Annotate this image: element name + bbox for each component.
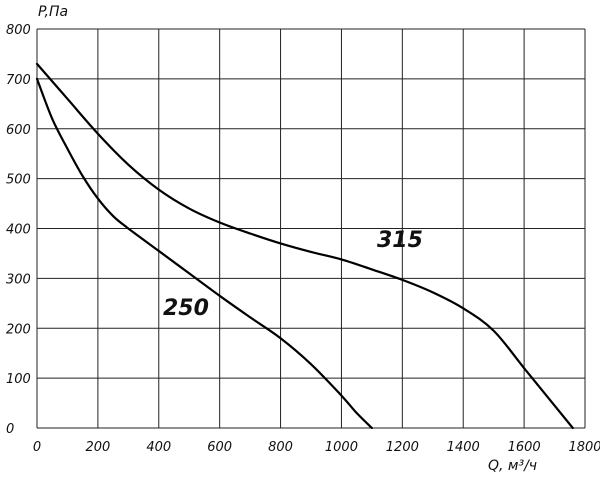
y-tick-label: 0 xyxy=(6,422,14,437)
x-tick-label: 200 xyxy=(85,440,110,455)
y-tick-label: 700 xyxy=(6,73,31,88)
series-curves xyxy=(35,62,574,430)
y-tick-label: 200 xyxy=(6,322,31,337)
series-line-250 xyxy=(35,77,373,430)
x-tick-label: 0 xyxy=(33,440,41,455)
y-tick-label: 100 xyxy=(6,372,31,387)
y-tick-label: 300 xyxy=(6,272,31,287)
series-label-250: 250 xyxy=(163,296,209,321)
grid xyxy=(36,28,586,429)
y-axis-label: P,Па xyxy=(38,4,68,20)
x-tick-label: 1800 xyxy=(568,440,600,455)
series-line-315 xyxy=(35,62,574,430)
x-tick-label: 800 xyxy=(268,440,293,455)
series-label-315: 315 xyxy=(377,228,423,253)
y-tick-label: 600 xyxy=(6,123,31,138)
x-tick-label: 1600 xyxy=(508,440,541,455)
tick-labels: 0 200 400 600 800 1000 1200 1400 1600 1800 0 100 200… xyxy=(6,23,600,455)
y-tick-label: 400 xyxy=(6,223,31,238)
x-tick-label: 600 xyxy=(207,440,232,455)
x-tick-label: 1400 xyxy=(447,440,480,455)
y-tick-label: 500 xyxy=(6,173,31,188)
x-tick-label: 1200 xyxy=(386,440,419,455)
x-tick-label: 400 xyxy=(146,440,171,455)
x-axis-label: Q, м³/ч xyxy=(488,458,537,474)
y-tick-label: 800 xyxy=(6,23,31,38)
x-tick-label: 1000 xyxy=(325,440,358,455)
